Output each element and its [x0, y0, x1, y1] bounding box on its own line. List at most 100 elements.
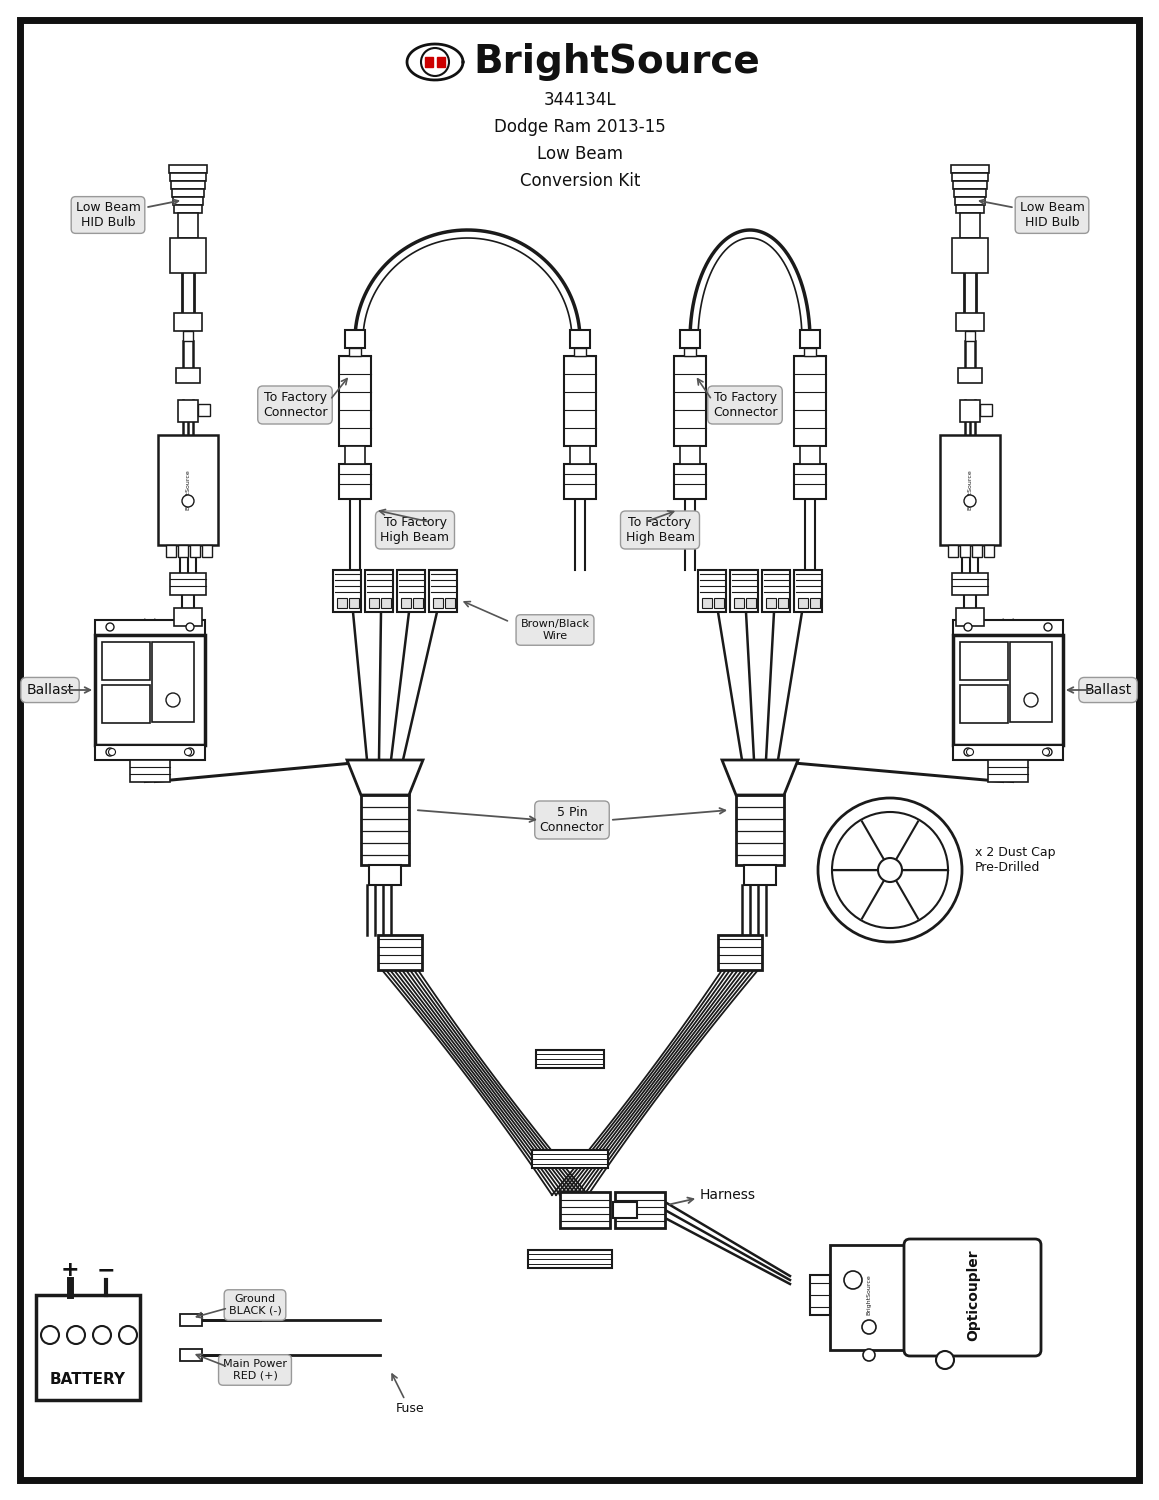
Bar — [527, 1250, 612, 1268]
Bar — [799, 598, 808, 608]
Bar — [170, 573, 206, 596]
Text: Main Power
RED (+): Main Power RED (+) — [223, 1359, 287, 1382]
Text: BATTERY: BATTERY — [50, 1372, 126, 1388]
Text: Low Beam
HID Bulb: Low Beam HID Bulb — [75, 200, 178, 230]
Circle shape — [109, 748, 116, 756]
Bar — [952, 172, 987, 182]
Bar — [960, 400, 981, 422]
Bar — [345, 330, 365, 348]
Text: Ground
BLACK (-): Ground BLACK (-) — [228, 1294, 282, 1316]
Text: Conversion Kit: Conversion Kit — [520, 172, 640, 190]
Circle shape — [844, 1270, 862, 1288]
Bar — [172, 182, 205, 189]
Bar — [953, 746, 1063, 760]
Bar — [958, 368, 982, 382]
Bar — [698, 570, 726, 612]
Circle shape — [832, 812, 948, 928]
Bar — [702, 598, 712, 608]
Bar — [960, 544, 970, 556]
Text: Ballast: Ballast — [27, 682, 74, 698]
Bar — [744, 865, 777, 885]
Text: Brown/Black
Wire: Brown/Black Wire — [520, 620, 590, 640]
Bar — [537, 1050, 604, 1068]
Bar — [981, 404, 992, 416]
Circle shape — [936, 1352, 954, 1370]
Bar — [684, 348, 697, 355]
Bar — [1009, 642, 1052, 722]
Bar — [433, 598, 443, 608]
Bar — [574, 348, 586, 355]
Bar — [830, 1245, 907, 1350]
Text: +: + — [60, 1260, 79, 1280]
Bar — [675, 464, 706, 500]
Bar — [174, 608, 202, 625]
Bar — [984, 544, 994, 556]
Circle shape — [879, 858, 902, 882]
Bar — [746, 598, 756, 608]
Bar — [360, 795, 409, 865]
Bar — [173, 196, 203, 206]
Text: Opticoupler: Opticoupler — [965, 1250, 981, 1341]
Bar — [429, 570, 457, 612]
Circle shape — [863, 1348, 875, 1360]
Bar — [972, 544, 982, 556]
Text: Fuse: Fuse — [395, 1401, 424, 1414]
Circle shape — [105, 622, 114, 632]
Bar — [570, 330, 590, 348]
Circle shape — [1025, 693, 1038, 706]
Bar — [800, 446, 821, 464]
Circle shape — [119, 1326, 137, 1344]
Bar — [102, 642, 150, 680]
Bar — [794, 464, 826, 500]
Circle shape — [862, 1320, 876, 1334]
Polygon shape — [347, 760, 423, 795]
Bar — [794, 356, 826, 446]
Text: To Factory
Connector: To Factory Connector — [713, 392, 778, 418]
Bar — [174, 206, 202, 213]
Bar — [953, 620, 1063, 634]
Bar — [202, 544, 212, 556]
Text: 5 Pin
Connector: 5 Pin Connector — [540, 806, 604, 834]
Bar — [778, 598, 788, 608]
Bar — [810, 598, 821, 608]
Bar — [369, 598, 379, 608]
Bar — [532, 1150, 608, 1168]
Bar — [766, 598, 777, 608]
Bar — [956, 608, 984, 625]
Polygon shape — [722, 760, 799, 795]
Bar — [680, 330, 700, 348]
Bar — [178, 544, 188, 556]
Bar — [338, 464, 371, 500]
Bar — [953, 634, 1063, 746]
Bar — [95, 620, 205, 634]
Text: To Factory
High Beam: To Factory High Beam — [626, 516, 694, 544]
Bar — [948, 544, 958, 556]
Bar — [714, 598, 724, 608]
Circle shape — [184, 748, 191, 756]
Text: x 2 Dust Cap
Pre-Drilled: x 2 Dust Cap Pre-Drilled — [975, 846, 1056, 874]
Bar — [675, 356, 706, 446]
Text: 344134L: 344134L — [544, 92, 617, 110]
Circle shape — [105, 748, 114, 756]
Circle shape — [964, 495, 976, 507]
Circle shape — [185, 622, 194, 632]
Circle shape — [967, 748, 974, 756]
Text: BrightSource: BrightSource — [867, 1275, 872, 1316]
Bar — [800, 330, 821, 348]
Bar — [804, 348, 816, 355]
Bar — [172, 189, 204, 196]
Bar — [717, 934, 761, 970]
Bar — [613, 1202, 637, 1218]
Bar — [349, 598, 359, 608]
Bar — [190, 544, 201, 556]
Bar — [425, 57, 433, 68]
Bar — [952, 165, 989, 172]
Bar — [176, 368, 201, 382]
Bar — [794, 570, 822, 612]
Text: BrightSource: BrightSource — [473, 44, 760, 81]
Bar — [954, 189, 986, 196]
Circle shape — [818, 798, 962, 942]
Bar — [952, 573, 987, 596]
Bar — [369, 865, 401, 885]
Bar — [987, 760, 1028, 782]
